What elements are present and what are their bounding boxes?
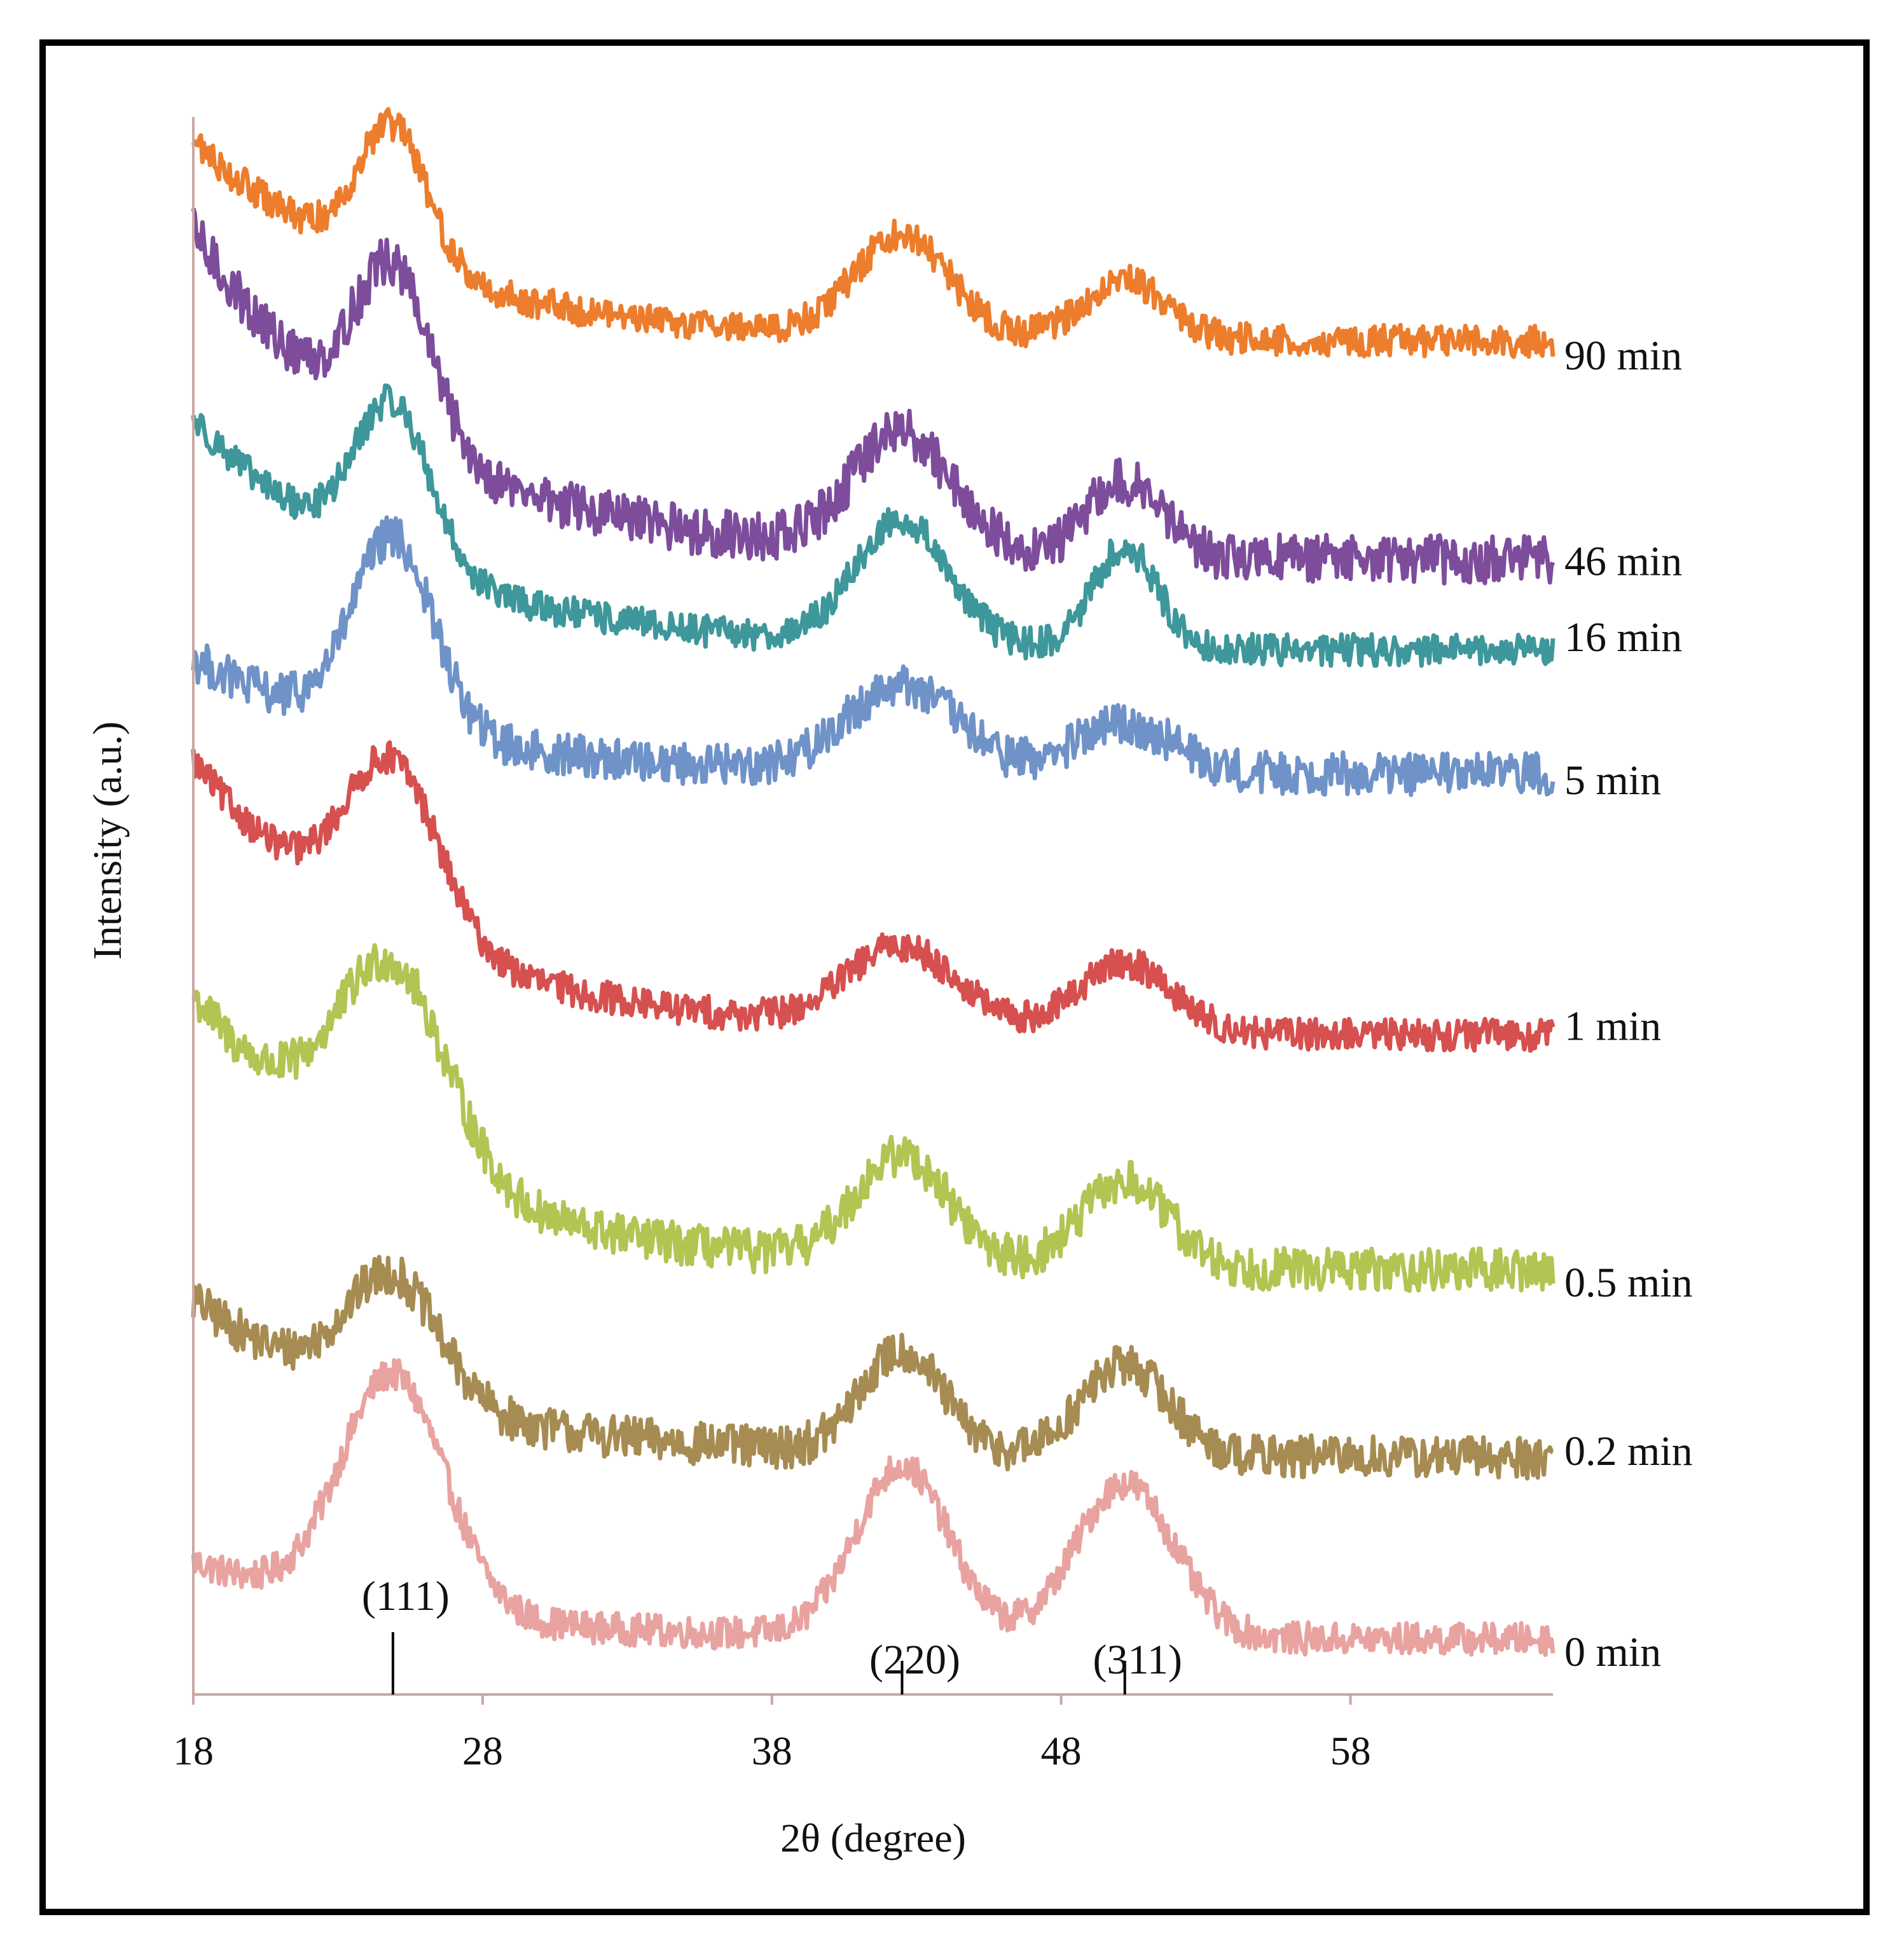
series-line-1-min [191,740,1556,1053]
series-label: 46 min [1564,538,1682,584]
series-line-90-min [191,107,1556,359]
peak-label: (311) [1093,1637,1182,1683]
peak-layer: (111) (220) (311) [362,1573,1182,1694]
x-tick-label: 38 [752,1728,792,1773]
series-label: 0.5 min [1564,1260,1693,1306]
series-line-0-5-min [191,943,1556,1293]
series-label: 5 min [1564,757,1661,804]
x-tick-label: 48 [1041,1728,1082,1773]
series-label: 0 min [1564,1629,1661,1675]
axes-layer [192,117,1553,1696]
x-tick-label: 28 [462,1728,503,1773]
series-line-46-min [191,207,1556,586]
series-line-16-min [191,383,1556,668]
x-tick-label: 18 [173,1728,214,1773]
label-layer: 0 min 0.2 min 0.5 min 1 min 5 min 16 min 46 mi… [1564,333,1693,1675]
peak-label: (111) [362,1573,450,1619]
series-layer [191,107,1556,1657]
tick-layer: 18 28 38 48 58 [173,1694,1371,1773]
figure-frame: 18 28 38 48 58 (111) (220) (311) 0 min 0.2 min 0… [39,39,1870,1915]
y-axis-title: Intensity (a.u.) [85,722,130,960]
x-tick-label: 58 [1330,1728,1371,1773]
series-line-5-min [191,515,1556,797]
series-label: 0.2 min [1564,1428,1693,1474]
series-label: 1 min [1564,1003,1661,1049]
series-line-0-2-min [191,1254,1554,1481]
series-label: 90 min [1564,333,1682,379]
series-label: 16 min [1564,614,1682,661]
x-axis-title: 2θ (degree) [780,1815,966,1860]
series-line-0-min [191,1358,1556,1657]
peak-label: (220) [869,1637,960,1683]
